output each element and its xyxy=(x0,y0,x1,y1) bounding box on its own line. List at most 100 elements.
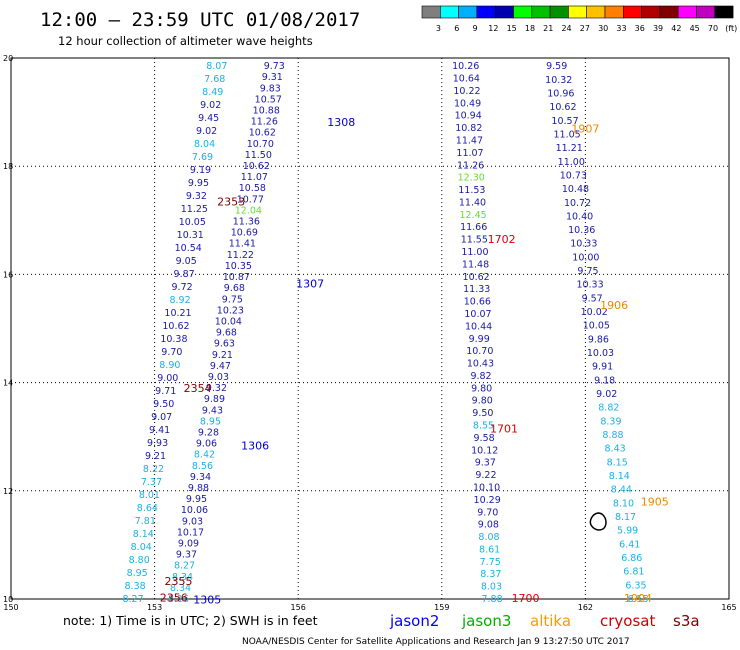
swh-value: 10.03 xyxy=(587,348,614,359)
swh-value: 9.88 xyxy=(188,483,209,494)
swh-value: 11.47 xyxy=(456,135,483,146)
swh-value: 9.22 xyxy=(475,470,496,481)
y-tick-label: 10 xyxy=(3,595,13,604)
satellite-legend-label: cryosat xyxy=(600,612,655,630)
swh-value: 9.21 xyxy=(212,350,233,361)
colorbar-swatch xyxy=(659,5,679,19)
swh-value: 10.44 xyxy=(465,321,492,332)
swh-value: 11.00 xyxy=(461,247,488,258)
y-tick-label: 16 xyxy=(3,270,13,279)
pass-time-label: 1906 xyxy=(600,299,628,312)
swh-value: 9.05 xyxy=(176,256,197,267)
satellite-legend: jason2 jason3 altika cryosat s3a xyxy=(389,612,700,630)
swh-value: 8.22 xyxy=(143,464,164,475)
swh-value: 10.70 xyxy=(466,346,493,357)
pass-time-label: 2356 xyxy=(160,591,188,604)
swh-value: 10.26 xyxy=(452,61,479,72)
pass-time-label: 1702 xyxy=(488,233,516,246)
colorbar-label: 70 xyxy=(708,24,718,33)
swh-value: 8.04 xyxy=(131,542,152,553)
swh-value: 10.69 xyxy=(231,228,258,239)
pass-time-label: 1306 xyxy=(241,439,269,452)
colorbar-label: 33 xyxy=(616,24,626,33)
pass-time-label: 2355 xyxy=(165,575,193,588)
swh-value: 9.63 xyxy=(214,339,235,350)
swh-value: 8.07 xyxy=(206,61,227,72)
swh-value: 8.38 xyxy=(125,581,146,592)
y-tick-label: 18 xyxy=(3,162,13,171)
colorbar-label: 9 xyxy=(473,24,478,33)
colorbar-swatch xyxy=(677,5,697,19)
colorbar-label: 24 xyxy=(561,24,571,33)
swh-value: 8.95 xyxy=(127,568,148,579)
swh-value: 10.96 xyxy=(547,88,574,99)
swh-value: 9.75 xyxy=(577,266,598,277)
colorbar-swatch xyxy=(641,5,661,19)
swh-value: 8.17 xyxy=(615,512,636,523)
colorbar-label: 12 xyxy=(488,24,498,33)
swh-value: 11.33 xyxy=(463,284,490,295)
footer-note: note: 1) Time is in UTC; 2) SWH is in fe… xyxy=(63,613,318,628)
colorbar: 3 6 9 12 15 18 21 24 27 30 33 36 39 42 45 70 (ft) xyxy=(421,5,737,33)
chart-title: 12:00 — 23:59 UTC 01/08/2017 xyxy=(40,9,360,31)
swh-value: 8.03 xyxy=(481,582,502,593)
swh-value: 9.95 xyxy=(186,494,207,505)
swh-value: 9.28 xyxy=(198,427,219,438)
colorbar-label: 3 xyxy=(436,24,441,33)
swh-value: 9.32 xyxy=(206,383,227,394)
colorbar-swatch xyxy=(476,5,496,19)
pass-labels: 1308 1307 1306 1305 2353 2354 2355 2356 1907 1906… xyxy=(160,116,669,607)
colorbar-swatch xyxy=(586,5,606,19)
swh-value: 9.21 xyxy=(145,451,166,462)
x-tick-label: 150 xyxy=(3,603,18,612)
swh-value: 10.70 xyxy=(247,139,274,150)
swh-value: 10.22 xyxy=(453,86,480,97)
footer-credit: NOAA/NESDIS Center for Satellite Applica… xyxy=(242,637,630,647)
colorbar-label: 36 xyxy=(635,24,645,33)
swh-value: 8.01 xyxy=(139,490,160,501)
swh-value: 11.26 xyxy=(251,117,278,128)
colorbar-label: (ft) xyxy=(725,24,737,33)
swh-value: 12.04 xyxy=(235,205,262,216)
swh-value: 9.57 xyxy=(582,293,603,304)
swh-value: 9.03 xyxy=(208,372,229,383)
swh-value: 9.72 xyxy=(172,282,193,293)
swh-value: 11.55 xyxy=(461,235,488,246)
swh-value: 10.38 xyxy=(160,334,187,345)
swh-value: 8.55 xyxy=(473,421,494,432)
colorbar-label: 39 xyxy=(653,24,663,33)
swh-value: 10.66 xyxy=(464,297,491,308)
swh-value: 8.37 xyxy=(480,569,501,580)
swh-value: 7.68 xyxy=(204,74,225,85)
swh-value: 10.12 xyxy=(471,445,498,456)
landmass-outline xyxy=(589,512,607,531)
swh-value: 9.68 xyxy=(224,283,245,294)
swh-value: 10.62 xyxy=(549,102,576,113)
swh-value: 11.40 xyxy=(459,197,486,208)
colorbar-label: 15 xyxy=(507,24,517,33)
colorbar-swatch xyxy=(622,5,642,19)
axis-ticks: 150 153 156 159 162 165 10 12 14 16 18 20 xyxy=(3,54,737,612)
swh-value: 9.07 xyxy=(151,412,172,423)
x-tick-label: 162 xyxy=(578,603,593,612)
swh-value: 7.81 xyxy=(135,516,156,527)
swh-value: 10.82 xyxy=(455,123,482,134)
swh-value: 9.02 xyxy=(200,100,221,111)
swh-value: 9.06 xyxy=(196,439,217,450)
pass-time-label: 1904 xyxy=(624,592,652,605)
swh-value: 10.05 xyxy=(179,217,206,228)
swh-value: 8.34 xyxy=(172,572,193,583)
swh-value: 10.36 xyxy=(568,225,595,236)
swh-value: 9.37 xyxy=(176,550,197,561)
swh-value: 6.41 xyxy=(619,539,640,550)
plot-frame xyxy=(10,57,730,600)
swh-value: 7.69 xyxy=(192,152,213,163)
pass-time-label: 1905 xyxy=(641,496,669,509)
y-tick-label: 12 xyxy=(3,487,13,496)
swh-value: 10.87 xyxy=(223,272,250,283)
swh-value: 9.50 xyxy=(472,408,493,419)
swh-value: 11.05 xyxy=(554,129,581,140)
swh-value: 9.02 xyxy=(596,389,617,400)
swh-value: 12.45 xyxy=(459,210,486,221)
x-tick-label: 165 xyxy=(721,603,736,612)
